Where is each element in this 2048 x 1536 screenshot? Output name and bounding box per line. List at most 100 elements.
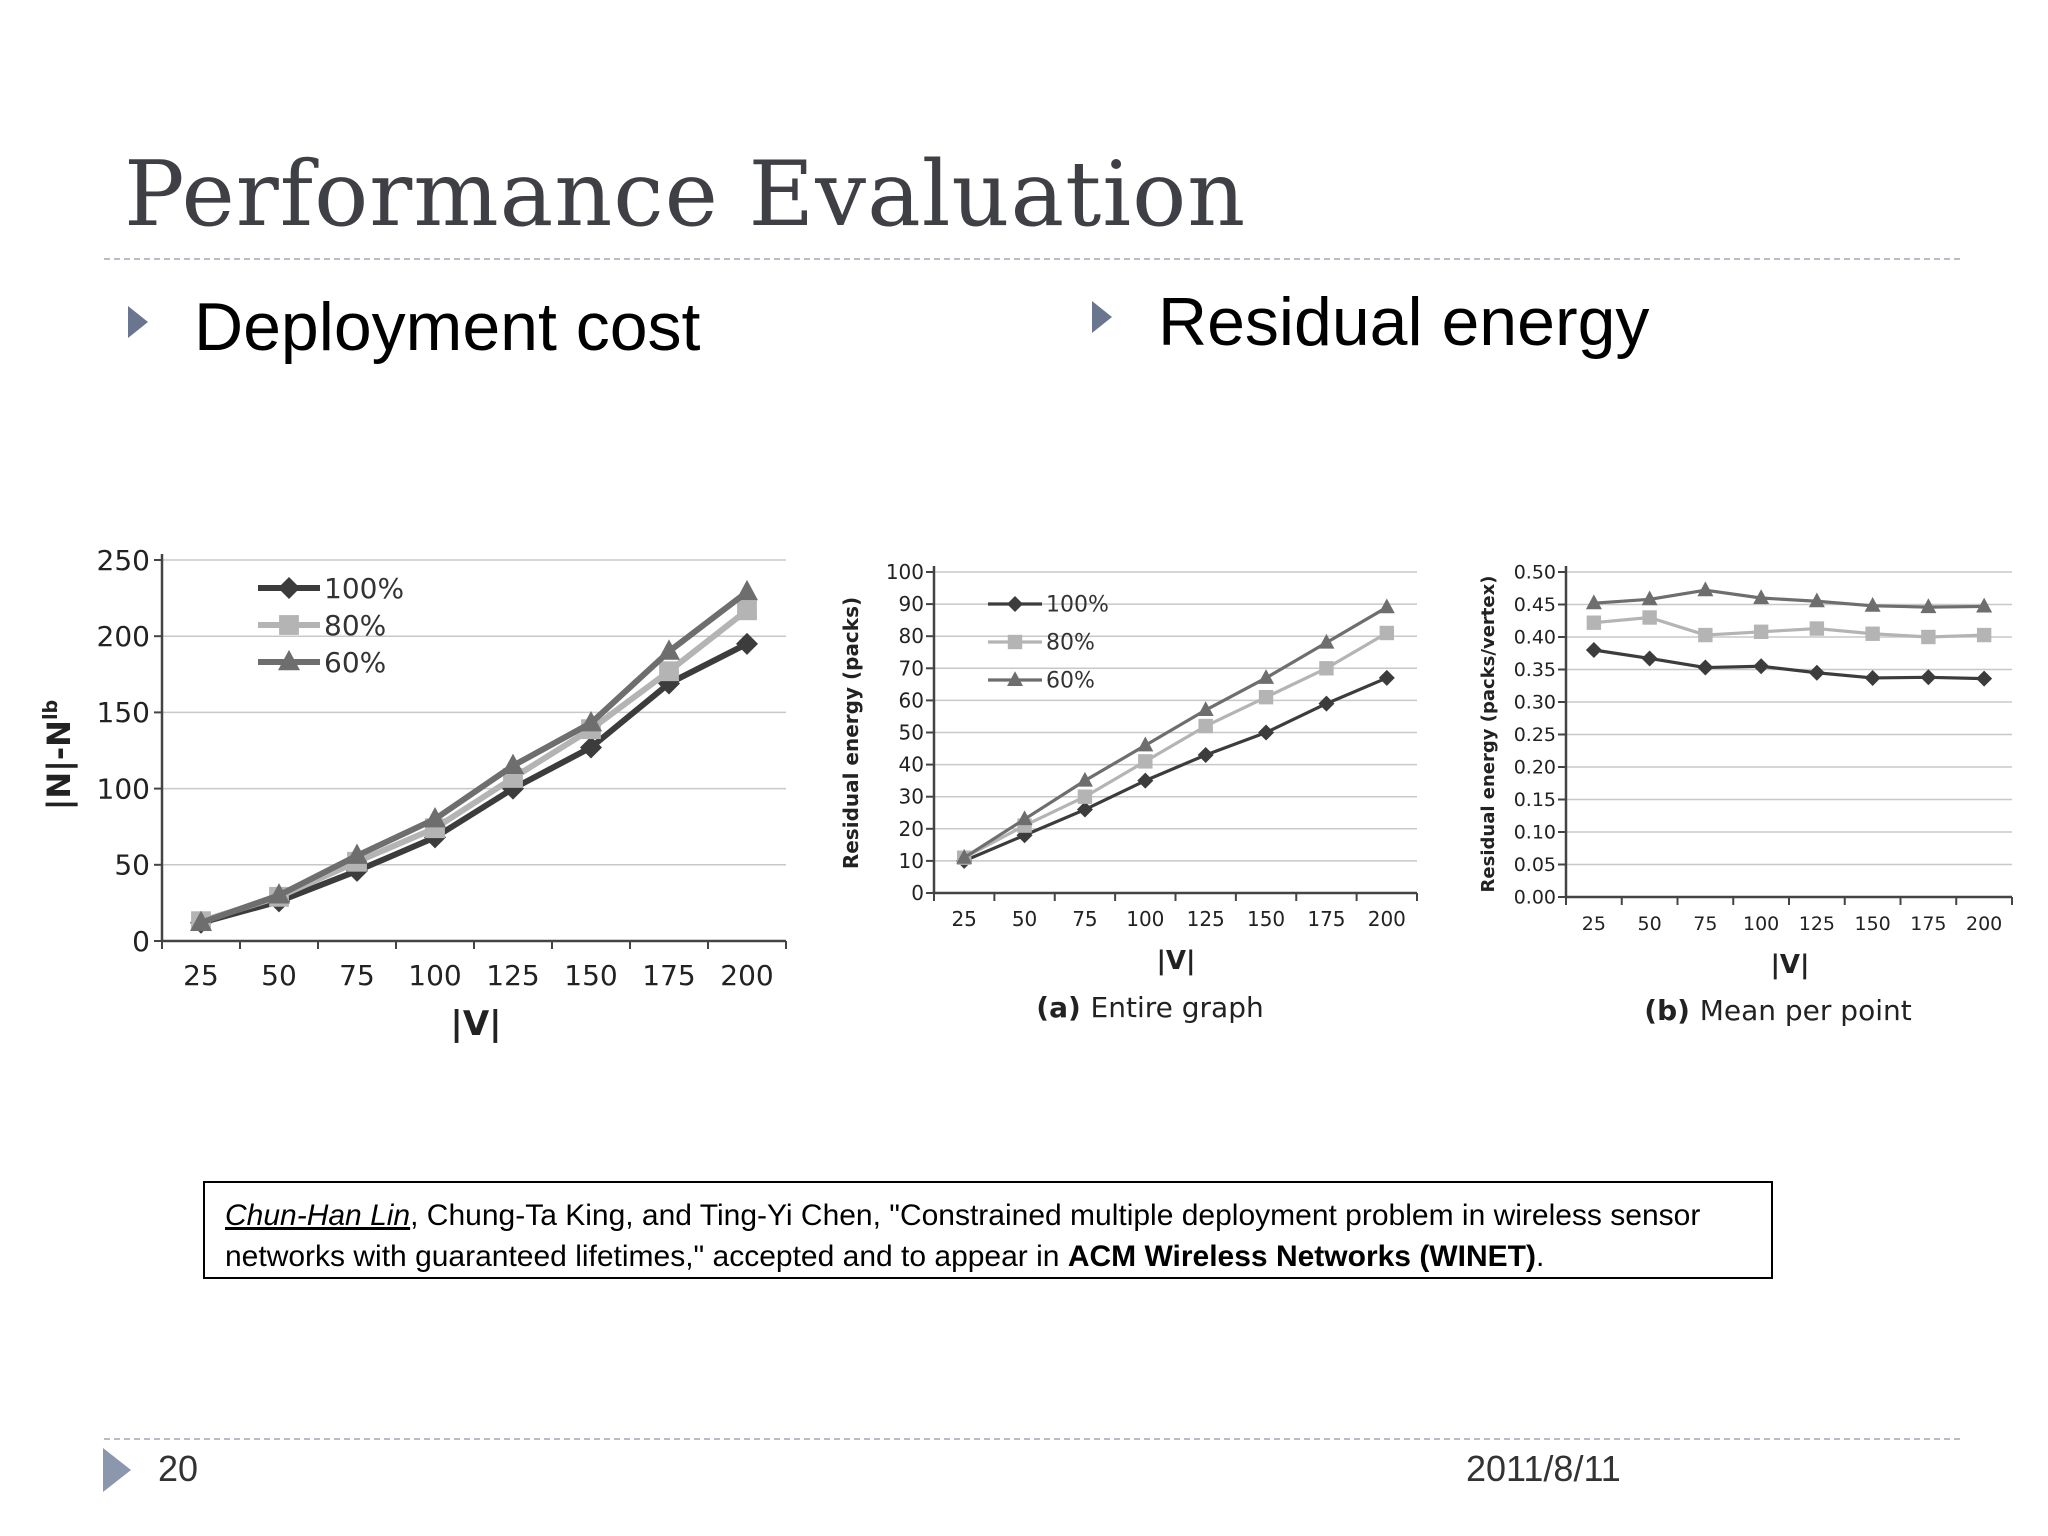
legend-marker	[1007, 596, 1023, 612]
y-tick-label: 30	[899, 785, 924, 809]
data-point	[659, 661, 679, 682]
x-tick-label: 100	[1743, 913, 1779, 935]
bullet-arrow-icon	[1092, 301, 1112, 333]
citation-text: networks with guaranteed lifetimes," acc…	[225, 1240, 1068, 1273]
data-point	[1753, 624, 1769, 639]
data-point	[1921, 629, 1936, 645]
data-point	[580, 710, 602, 732]
y-tick-label: 90	[899, 592, 924, 616]
x-tick-label: 100	[1126, 907, 1164, 931]
deployment-cost-chart: 0 50 100 150 200 250 25 50 75 100 125 150 175 200 |V| |…	[39, 544, 787, 1044]
x-tick-label: 75	[1693, 913, 1717, 935]
caption-label: (b)	[1644, 994, 1699, 1027]
data-point	[956, 848, 973, 864]
y-tick-label: 80	[899, 624, 924, 648]
y-tick-label: 0.25	[1514, 724, 1556, 746]
data-point	[1976, 627, 1992, 643]
residual-energy-mean-chart: 0.00 0.05 0.10 0.15 0.20 0.25 0.30 0.35 0.40 0.45…	[1478, 562, 2013, 1027]
chart-caption: (b) Mean per point	[1644, 994, 1911, 1027]
data-point	[1642, 610, 1657, 625]
y-tick-label: 0.10	[1514, 822, 1556, 844]
y-tick-label: 50	[114, 849, 150, 882]
x-tick-label: 75	[339, 959, 375, 992]
data-point	[1379, 625, 1395, 641]
y-tick-label: 100	[886, 560, 924, 584]
data-point	[736, 632, 758, 655]
data-point	[580, 736, 602, 759]
data-point	[1378, 598, 1395, 614]
x-tick-label: 150	[1247, 907, 1285, 931]
x-tick-label: 125	[486, 959, 539, 992]
data-point	[1864, 597, 1881, 612]
data-point	[1809, 621, 1825, 636]
data-point	[1585, 642, 1602, 658]
y-tick-label: 100	[97, 772, 150, 805]
title-divider	[104, 258, 1960, 260]
y-tick-label: 0.35	[1514, 659, 1556, 681]
data-point	[737, 600, 757, 621]
x-tick-label: 100	[408, 959, 461, 992]
series-line-2	[200, 589, 749, 926]
slide-date: 2011/8/11	[1466, 1448, 1621, 1489]
x-tick-label: 200	[1368, 907, 1406, 931]
data-point	[1920, 598, 1937, 614]
data-point	[736, 579, 758, 601]
y-tick-label: 0.20	[1514, 757, 1556, 779]
data-point	[1137, 736, 1154, 752]
legend-label: 100%	[324, 572, 404, 605]
x-tick-label: 25	[951, 907, 976, 931]
data-point	[1697, 659, 1714, 676]
data-point	[1197, 701, 1214, 717]
data-point	[1585, 594, 1602, 610]
y-tick-label: 40	[899, 753, 924, 777]
legend-label: 80%	[324, 609, 386, 642]
x-tick-label: 125	[1799, 913, 1835, 935]
y-tick-label: 150	[97, 696, 150, 729]
legend-label: 80%	[1046, 631, 1095, 656]
caption-text: Entire graph	[1091, 991, 1264, 1024]
data-point	[1976, 670, 1993, 687]
series-line-0	[963, 676, 1388, 863]
data-point	[346, 843, 368, 864]
legend-label: 60%	[324, 646, 386, 679]
y-tick-label: 200	[97, 620, 150, 653]
legend-marker	[1007, 634, 1023, 650]
data-point	[1197, 746, 1214, 763]
citation-author-link[interactable]: Chun-Han Lin	[225, 1199, 411, 1232]
x-tick-label: 175	[1910, 913, 1946, 935]
data-point	[1864, 669, 1881, 686]
data-point	[1808, 592, 1825, 608]
data-point	[268, 883, 290, 904]
x-tick-label: 200	[720, 959, 773, 992]
y-tick-label: 20	[899, 817, 924, 841]
slide-title: Performance Evaluation	[124, 142, 1247, 247]
y-tick-label: 0.45	[1514, 594, 1556, 616]
data-point	[1016, 810, 1033, 826]
x-tick-label: 50	[1012, 907, 1037, 931]
citation-end: .	[1535, 1240, 1545, 1273]
data-point	[1076, 771, 1093, 787]
y-tick-label: 10	[899, 849, 924, 873]
x-tick-label: 25	[1582, 913, 1606, 935]
footer-arrow-icon	[103, 1448, 131, 1492]
y-axis-label: Residual energy (packs)	[839, 597, 863, 869]
data-point	[1697, 581, 1714, 597]
x-axis-label: |V|	[1156, 946, 1195, 976]
y-axis-label: Residual energy (packs/vertex)	[1478, 576, 1499, 893]
caption-text: Mean per point	[1700, 994, 1912, 1027]
page-number: 20	[158, 1448, 199, 1489]
data-point	[1318, 695, 1335, 712]
y-tick-label: 0	[911, 881, 924, 905]
y-tick-label: 250	[97, 544, 150, 577]
citation-line-2: networks with guaranteed lifetimes," acc…	[225, 1236, 1751, 1277]
x-tick-label: 175	[642, 959, 695, 992]
x-tick-label: 150	[1854, 913, 1890, 935]
x-tick-label: 75	[1072, 907, 1097, 931]
data-point	[1318, 633, 1335, 649]
data-point	[1753, 589, 1770, 604]
series-line-2	[1593, 588, 1985, 609]
data-point	[1378, 669, 1395, 686]
data-point	[1808, 664, 1825, 681]
citation-venue: ACM Wireless Networks (WINET)	[1067, 1240, 1536, 1273]
